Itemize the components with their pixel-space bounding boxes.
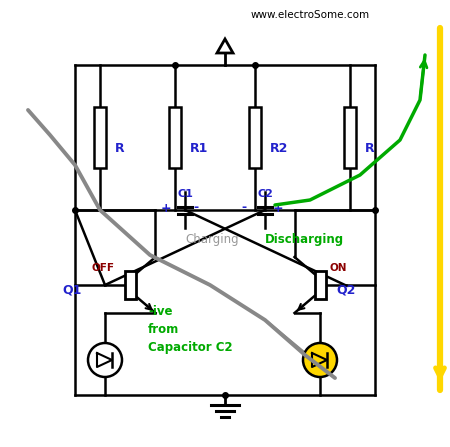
Text: R1: R1 (190, 142, 208, 155)
Bar (315, 271, 325, 299)
Text: -ive
from
Capacitor C2: -ive from Capacitor C2 (148, 305, 233, 354)
Text: -: - (241, 202, 246, 215)
Text: OFF: OFF (92, 263, 115, 273)
Text: C1: C1 (177, 189, 193, 199)
Bar (94, 107, 106, 168)
Bar (249, 107, 261, 168)
Text: C2: C2 (257, 189, 273, 199)
Text: R: R (115, 142, 125, 155)
Text: R2: R2 (270, 142, 288, 155)
Text: ON: ON (330, 263, 347, 273)
Text: +: + (161, 202, 171, 215)
Text: R: R (365, 142, 374, 155)
Text: Charging: Charging (185, 233, 238, 246)
Circle shape (88, 343, 122, 377)
Bar (344, 107, 356, 168)
Bar (125, 271, 135, 299)
Polygon shape (217, 39, 233, 53)
Text: Q2: Q2 (336, 283, 356, 296)
Text: Discharging: Discharging (265, 233, 344, 246)
Text: +: + (273, 202, 284, 215)
Text: Q1: Q1 (62, 283, 81, 296)
Text: www.electroSome.com: www.electroSome.com (251, 10, 369, 20)
Circle shape (303, 343, 337, 377)
Text: -: - (193, 202, 198, 215)
Bar (169, 107, 181, 168)
